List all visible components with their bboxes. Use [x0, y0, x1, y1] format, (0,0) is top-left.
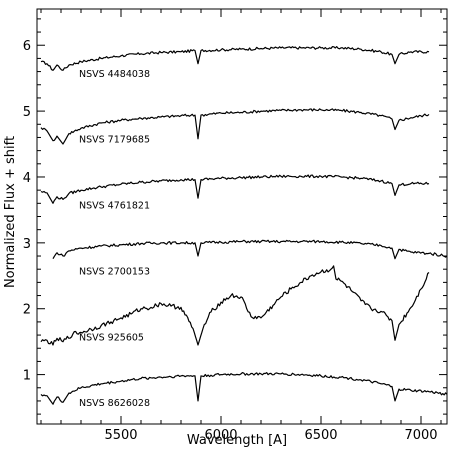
y-tick-label: 1	[23, 369, 31, 384]
x-tick-label: 6500	[304, 428, 337, 443]
x-tick-label: 5500	[104, 428, 137, 443]
series-label-nsvs-8626028: NSVS 8626028	[79, 398, 150, 409]
series-label-nsvs-7179685: NSVS 7179685	[79, 135, 150, 146]
x-tick-label: 7000	[404, 428, 437, 443]
spectrum-line-nsvs-925605	[40, 265, 430, 346]
spectrum-line-nsvs-4484038	[40, 46, 430, 71]
spectrum-line-nsvs-8626028	[40, 372, 448, 405]
spectrum-line-nsvs-4761821	[40, 174, 430, 204]
x-axis-title: Wavelength [A]	[187, 433, 287, 448]
spectrum-line-nsvs-7179685	[40, 108, 430, 145]
y-tick-label: 3	[23, 237, 31, 252]
y-tick-label: 2	[23, 303, 31, 318]
y-tick-label: 5	[23, 105, 31, 120]
x-tick-label: 6000	[204, 428, 237, 443]
series-label-nsvs-2700153: NSVS 2700153	[79, 266, 150, 277]
y-tick-label: 4	[23, 171, 31, 186]
series-label-nsvs-4484038: NSVS 4484038	[79, 69, 150, 80]
series-label-nsvs-925605: NSVS 925605	[79, 332, 144, 343]
y-axis: 1 2 3 4 5 6	[23, 18, 447, 415]
series-label-nsvs-4761821: NSVS 4761821	[79, 201, 150, 212]
y-tick-label: 6	[23, 39, 31, 54]
x-axis: 5500 6000 6500 7000	[40, 9, 442, 443]
y-axis-title: Normalized Flux + shift	[3, 136, 18, 288]
spectra-series	[40, 46, 448, 405]
series-labels: NSVS 4484038 NSVS 7179685 NSVS 4761821 NSVS…	[79, 69, 150, 409]
spectrum-line-nsvs-2700153	[52, 239, 448, 260]
